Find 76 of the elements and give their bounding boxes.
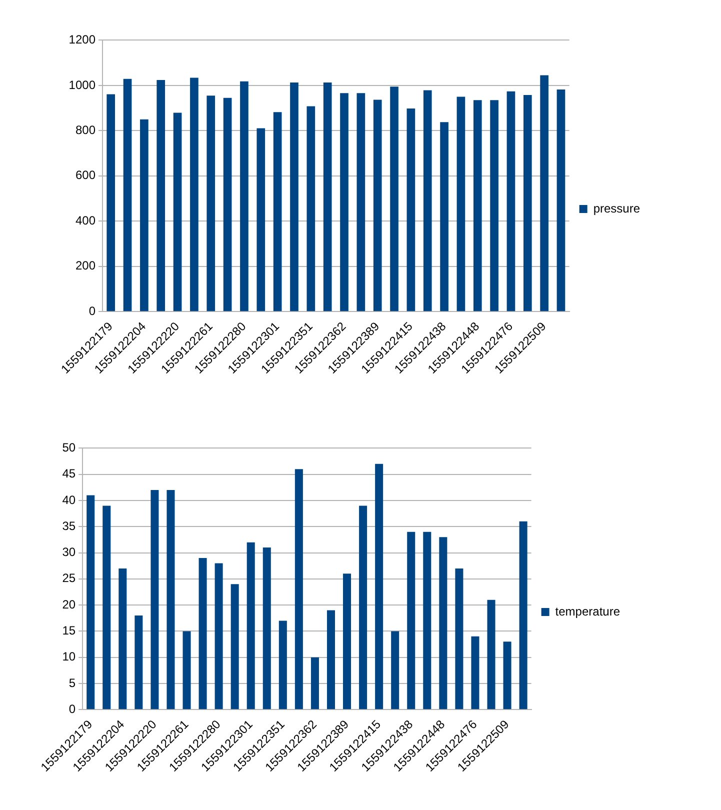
y-tick-label: 600 [75,168,96,182]
bar [326,610,335,710]
legend-label: pressure [593,201,640,216]
bar [323,82,332,312]
bar [503,642,512,710]
bar [439,537,448,710]
bar [373,100,382,312]
y-tick-label: 50 [62,440,76,455]
y-tick-label: 1000 [68,78,96,92]
bar [440,122,448,312]
bar [406,108,416,312]
y-tick-label: 5 [68,676,76,690]
bar [134,616,143,710]
bar [519,521,528,710]
bar [246,542,255,710]
bar [294,469,303,710]
bar [140,119,148,312]
bar [150,490,159,710]
bar [256,128,266,312]
bar [390,86,398,312]
bar [343,574,352,710]
bar [540,75,548,312]
bar [273,112,282,312]
y-tick-label: 800 [75,122,96,137]
bar [86,495,95,710]
y-tick-label: 45 [62,466,76,481]
bar [407,532,416,710]
y-tick-label: 30 [62,545,76,560]
bar [473,100,482,312]
bar [490,100,498,312]
bar [523,94,532,312]
bar [156,80,166,312]
bar [123,78,132,312]
bar [278,620,287,710]
bar [471,636,480,710]
bar [391,631,400,710]
bar [340,93,348,312]
bar [423,532,432,710]
y-tick-label: 200 [75,258,96,273]
bar [214,563,223,710]
y-tick-label: 400 [75,213,96,228]
bar [262,548,271,710]
bar [455,568,464,710]
y-tick-label: 35 [62,518,76,533]
bar [190,78,198,312]
bar [359,506,368,710]
bar [375,464,384,710]
bar [166,490,175,710]
y-tick-label: 25 [62,571,76,586]
bar [198,558,207,710]
bar [423,90,432,312]
y-tick-label: 15 [62,624,76,638]
bar [356,93,366,312]
y-tick-label: 20 [62,597,76,612]
y-tick-label: 0 [88,304,96,318]
bar [173,112,182,312]
bar [240,81,248,312]
bar [182,631,191,710]
bar [230,584,239,710]
bar [310,657,319,710]
bar [506,91,516,312]
bar [106,94,116,312]
y-tick-label: 10 [62,650,76,664]
bar [556,90,566,312]
bar [206,96,216,312]
y-tick-label: 40 [62,492,76,507]
bar [223,98,232,312]
bar [456,96,466,312]
y-tick-label: 1200 [68,32,96,47]
bar [118,568,127,710]
y-tick-label: 0 [68,702,76,716]
bar [487,600,496,710]
legend-label: temperature [555,604,620,618]
bar [102,506,111,710]
bar [290,82,298,312]
bar [306,106,316,312]
